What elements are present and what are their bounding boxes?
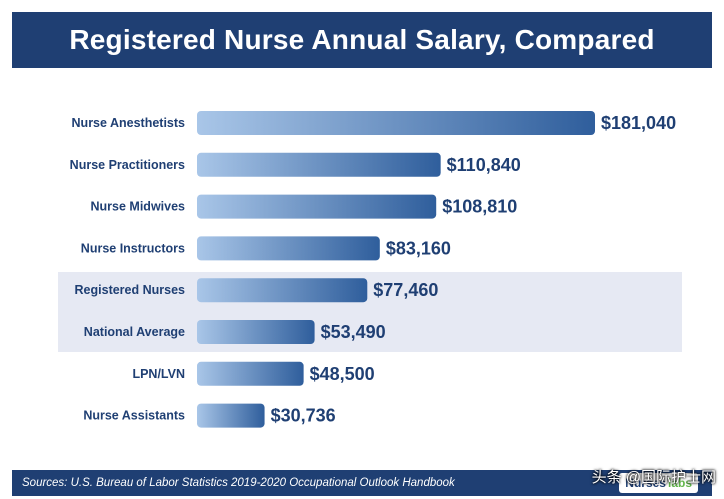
category-label: Nurse Midwives xyxy=(91,200,186,214)
category-label: LPN/LVN xyxy=(132,367,185,381)
category-label: Nurse Anesthetists xyxy=(72,116,186,130)
nurseslabs-logo: Nurses labs xyxy=(619,473,698,493)
bar xyxy=(197,403,265,428)
bar-chart: Nurse Anesthetists $181,040 Nurse Practiti… xyxy=(70,111,676,428)
watermark-text: 头条 @国际护士网 xyxy=(591,469,716,486)
value-label: $77,460 xyxy=(373,280,438,300)
value-label: $181,040 xyxy=(601,113,676,133)
bar xyxy=(197,194,437,219)
chart-title: Registered Nurse Annual Salary, Compared xyxy=(69,24,655,55)
title-banner: Registered Nurse Annual Salary, Compared xyxy=(12,12,712,68)
bar xyxy=(197,152,441,177)
value-label: $53,490 xyxy=(321,322,386,342)
category-label: Nurse Assistants xyxy=(83,409,185,423)
category-label: Nurse Instructors xyxy=(81,241,185,255)
category-label: Registered Nurses xyxy=(75,283,186,297)
value-label: $108,810 xyxy=(442,197,517,217)
bar xyxy=(197,111,595,135)
bar xyxy=(197,320,315,344)
category-label: National Average xyxy=(84,325,185,339)
bar xyxy=(197,278,368,303)
source-note: Sources: U.S. Bureau of Labor Statistics… xyxy=(22,477,455,489)
value-label: $30,736 xyxy=(271,406,336,426)
footer: Sources: U.S. Bureau of Labor Statistics… xyxy=(12,470,712,496)
value-label: $83,160 xyxy=(386,238,451,258)
category-label: Nurse Practitioners xyxy=(70,158,185,172)
value-label: $110,840 xyxy=(447,155,521,175)
value-label: $48,500 xyxy=(310,364,375,384)
bar xyxy=(197,236,380,261)
highlight-band xyxy=(58,272,682,352)
bar xyxy=(197,361,304,386)
